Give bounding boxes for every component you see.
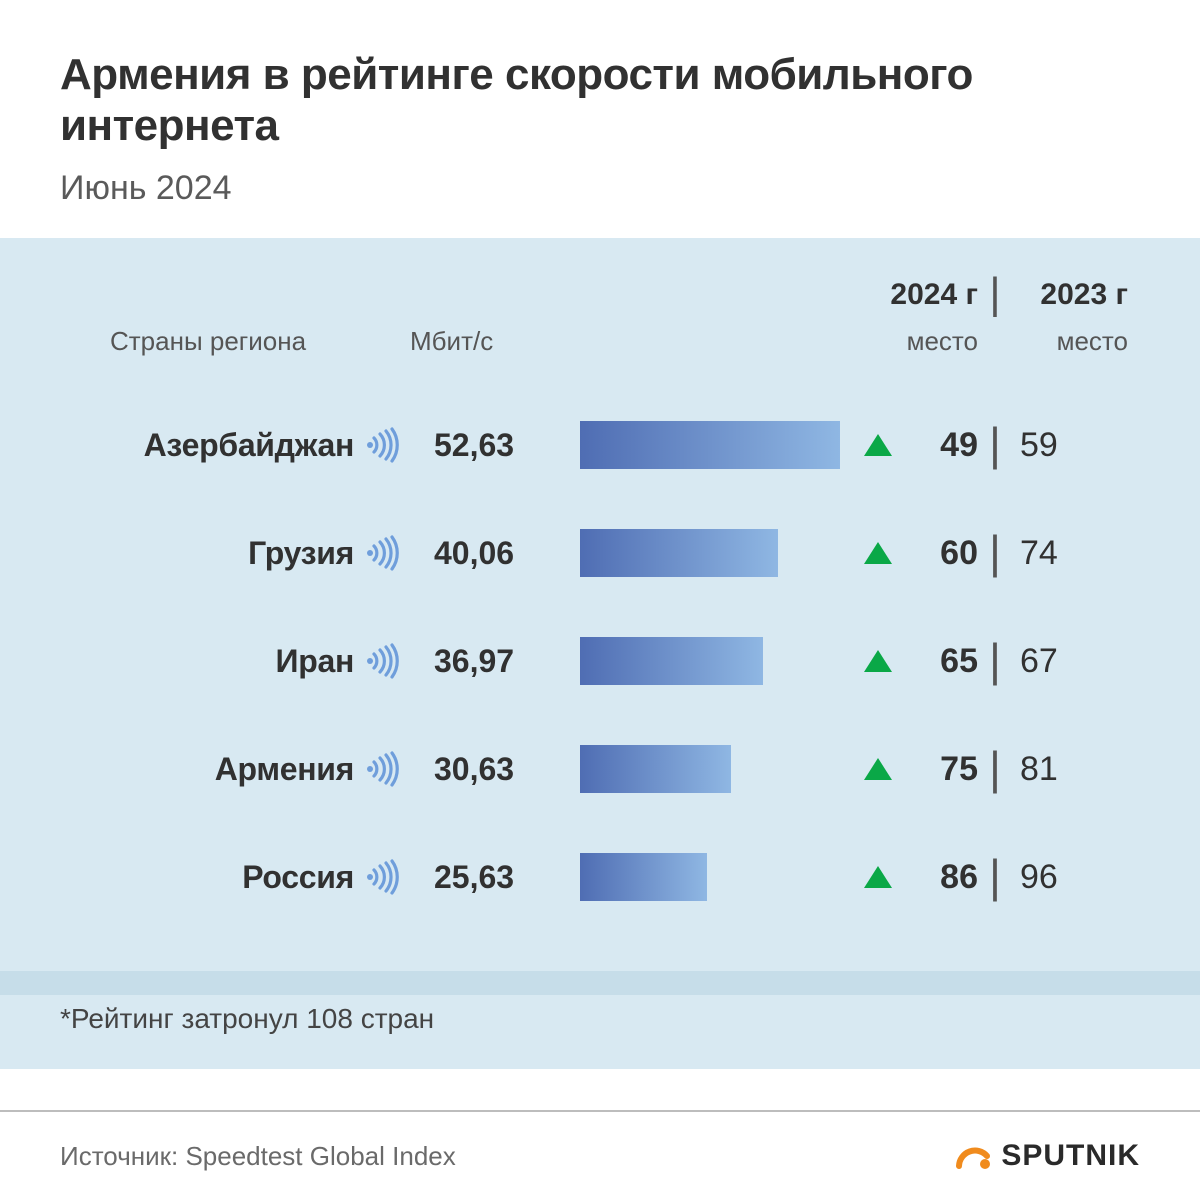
signal-icon	[366, 858, 410, 896]
page-subtitle: Июнь 2024	[60, 169, 1140, 208]
place-2024: 49	[892, 426, 978, 465]
data-rows: Азербайджан 52,63 49 | 59 Грузия 40,0	[0, 391, 1200, 931]
trend-up-icon	[864, 650, 892, 672]
bar	[580, 421, 840, 469]
speed-value: 36,97	[410, 643, 580, 680]
speed-value: 25,63	[410, 859, 580, 896]
bar-cell	[580, 637, 848, 685]
trend-up-icon	[864, 866, 892, 888]
signal-icon	[366, 534, 410, 572]
country-name: Иран	[60, 643, 366, 680]
place-2024: 65	[892, 642, 978, 681]
trend-cell	[848, 866, 892, 888]
table-row: Иран 36,97 65 | 67	[60, 607, 1128, 715]
year-2024-label: 2024 г	[848, 278, 978, 312]
bar	[580, 529, 778, 577]
signal-icon	[366, 750, 410, 788]
table-row: Армения 30,63 75 | 81	[60, 715, 1128, 823]
year-2023-label: 2023 г	[1012, 278, 1128, 312]
trend-cell	[848, 542, 892, 564]
infographic-page: Армения в рейтинге скорости мобильного и…	[0, 0, 1200, 1200]
place-2023: 67	[1012, 642, 1128, 681]
row-divider: |	[978, 424, 1012, 465]
signal-icon	[366, 426, 410, 464]
bar-cell	[580, 421, 848, 469]
bar-cell	[580, 745, 848, 793]
bar	[580, 637, 763, 685]
place-2024-column-label: место	[848, 326, 978, 357]
trend-up-icon	[864, 758, 892, 780]
footnote-band: *Рейтинг затронул 108 стран	[0, 995, 1200, 1069]
place-2024: 60	[892, 534, 978, 573]
row-divider: |	[978, 532, 1012, 573]
speed-column-label: Мбит/с	[410, 326, 580, 357]
page-title: Армения в рейтинге скорости мобильного и…	[60, 50, 1140, 151]
bar	[580, 853, 707, 901]
table-row: Россия 25,63 86 | 96	[60, 823, 1128, 931]
place-2023: 81	[1012, 750, 1128, 789]
country-name: Армения	[60, 751, 366, 788]
chart-panel: 2024 г | 2023 г Страны региона Мбит/с ме…	[0, 238, 1200, 971]
footer: Источник: Speedtest Global Index SPUTNIK	[0, 1110, 1200, 1200]
column-labels-row: Страны региона Мбит/с место место	[0, 312, 1200, 391]
place-2023: 96	[1012, 858, 1128, 897]
brand-logo-icon	[955, 1138, 991, 1174]
source-text: Источник: Speedtest Global Index	[60, 1141, 456, 1172]
spacer-band	[0, 971, 1200, 995]
trend-cell	[848, 758, 892, 780]
place-2024: 86	[892, 858, 978, 897]
speed-value: 30,63	[410, 751, 580, 788]
country-column-label: Страны региона	[110, 326, 410, 357]
country-name: Грузия	[60, 535, 366, 572]
signal-icon	[366, 642, 410, 680]
header: Армения в рейтинге скорости мобильного и…	[0, 0, 1200, 238]
place-2023-column-label: место	[1012, 326, 1128, 357]
place-2023: 59	[1012, 426, 1128, 465]
row-divider: |	[978, 856, 1012, 897]
place-2023: 74	[1012, 534, 1128, 573]
trend-cell	[848, 650, 892, 672]
speed-value: 52,63	[410, 427, 580, 464]
row-divider: |	[978, 748, 1012, 789]
speed-value: 40,06	[410, 535, 580, 572]
bar-cell	[580, 529, 848, 577]
country-name: Россия	[60, 859, 366, 896]
year-header-row: 2024 г | 2023 г	[0, 278, 1200, 312]
footnote-text: *Рейтинг затронул 108 стран	[60, 1003, 434, 1034]
trend-up-icon	[864, 434, 892, 456]
year-divider: |	[978, 278, 1012, 312]
table-row: Азербайджан 52,63 49 | 59	[60, 391, 1128, 499]
table-row: Грузия 40,06 60 | 74	[60, 499, 1128, 607]
trend-up-icon	[864, 542, 892, 564]
brand-name: SPUTNIK	[1001, 1139, 1140, 1173]
row-divider: |	[978, 640, 1012, 681]
trend-cell	[848, 434, 892, 456]
bar	[580, 745, 731, 793]
brand: SPUTNIK	[955, 1138, 1140, 1174]
country-name: Азербайджан	[60, 427, 366, 464]
bar-cell	[580, 853, 848, 901]
place-2024: 75	[892, 750, 978, 789]
